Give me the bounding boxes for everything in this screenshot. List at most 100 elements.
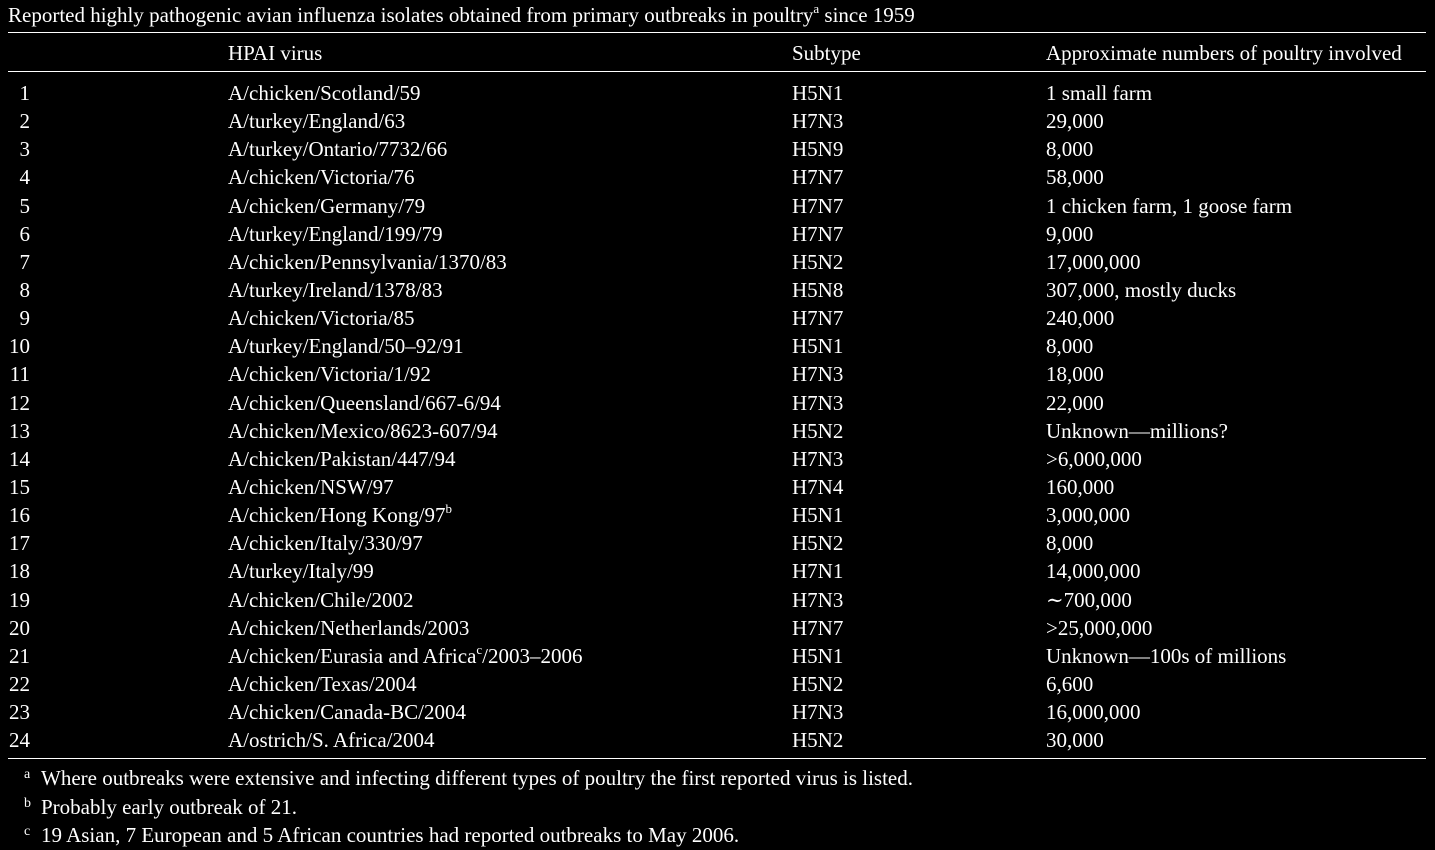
subtype-cell: H7N4 xyxy=(792,474,844,499)
row-number: 21 xyxy=(9,643,30,668)
header-rule xyxy=(8,71,1426,72)
table-row: 20 A/chicken/Netherlands/2003 H7N7 >25,000,… xyxy=(0,614,1435,642)
table-row: 17 A/chicken/Italy/330/97 H5N2 8,000 xyxy=(0,529,1435,557)
virus-cell: A/chicken/Scotland/59 xyxy=(228,79,420,107)
table-caption: Reported highly pathogenic avian influen… xyxy=(8,1,915,29)
table-row: 24 A/ostrich/S. Africa/2004 H5N2 30,000 xyxy=(0,726,1435,754)
amount-cell: 17,000,000 xyxy=(1046,249,1141,274)
virus-footnote-mark: b xyxy=(445,501,453,517)
row-number: 5 xyxy=(19,193,31,218)
table-row: 22 A/chicken/Texas/2004 H5N2 6,600 xyxy=(0,670,1435,698)
virus-name: A/turkey/Italy/99 xyxy=(228,559,374,584)
amount-cell: 6,600 xyxy=(1046,671,1094,696)
footnote-mark: a xyxy=(24,767,31,782)
caption-text: Reported highly pathogenic avian influen… xyxy=(8,3,814,27)
row-number: 1 xyxy=(19,81,31,105)
virus-cell: A/chicken/NSW/97 xyxy=(228,473,394,501)
subtype-cell: H5N1 xyxy=(792,81,844,105)
virus-cell: A/chicken/Pakistan/447/94 xyxy=(228,445,455,473)
table-row: 18 A/turkey/Italy/99 H7N1 14,000,000 xyxy=(0,557,1435,585)
row-number: 9 xyxy=(19,306,31,331)
table-row: 4 A/chicken/Victoria/76 H7N7 58,000 xyxy=(0,163,1435,191)
virus-cell: A/chicken/Germany/79 xyxy=(228,192,425,220)
subtype-cell: H5N1 xyxy=(792,334,844,359)
virus-cell: A/chicken/Texas/2004 xyxy=(228,670,417,698)
virus-name: A/chicken/Netherlands/2003 xyxy=(228,615,470,640)
amount-cell: 14,000,000 xyxy=(1046,559,1141,584)
row-number: 18 xyxy=(9,559,30,584)
virus-name: A/chicken/Mexico/8623-607/94 xyxy=(228,418,498,443)
row-number: 24 xyxy=(9,728,30,753)
virus-cell: A/chicken/Victoria/76 xyxy=(228,163,415,191)
amount-cell: 8,000 xyxy=(1046,137,1094,162)
virus-name: A/ostrich/S. Africa/2004 xyxy=(228,728,435,753)
virus-cell: A/turkey/England/199/79 xyxy=(228,220,443,248)
top-rule xyxy=(8,32,1426,33)
row-number: 11 xyxy=(9,362,30,387)
subtype-cell: H5N9 xyxy=(792,137,844,162)
header-virus: HPAI virus xyxy=(228,41,323,65)
amount-cell: 16,000,000 xyxy=(1046,700,1141,725)
virus-name: A/chicken/Eurasia and Africa xyxy=(228,643,477,668)
virus-name: A/chicken/Hong Kong/97 xyxy=(228,503,446,528)
row-number: 15 xyxy=(9,474,30,499)
table-row: 11 A/chicken/Victoria/1/92 H7N3 18,000 xyxy=(0,360,1435,388)
table-row: 8 A/turkey/Ireland/1378/83 H5N8 307,000, mo… xyxy=(0,276,1435,304)
amount-cell: Unknown—100s of millions xyxy=(1046,643,1287,668)
amount-cell: 30,000 xyxy=(1046,728,1104,753)
virus-cell: A/turkey/Italy/99 xyxy=(228,557,374,585)
table-row: 3 A/turkey/Ontario/7732/66 H5N9 8,000 xyxy=(0,135,1435,163)
table-row: 5 A/chicken/Germany/79 H7N7 1 chicken farm,… xyxy=(0,192,1435,220)
amount-cell: 1 small farm xyxy=(1046,81,1153,105)
virus-name: A/chicken/Italy/330/97 xyxy=(228,531,423,556)
virus-name: A/chicken/Pennsylvania/1370/83 xyxy=(228,249,507,274)
row-number: 8 xyxy=(19,277,31,302)
table-row: 9 A/chicken/Victoria/85 H7N7 240,000 xyxy=(0,304,1435,332)
table-row: 6 A/turkey/England/199/79 H7N7 9,000 xyxy=(0,220,1435,248)
virus-name: A/chicken/Pakistan/447/94 xyxy=(228,446,456,471)
row-number: 4 xyxy=(19,165,31,190)
virus-cell: A/turkey/Ontario/7732/66 xyxy=(228,135,447,163)
virus-name: A/turkey/England/50–92/91 xyxy=(228,334,464,359)
amount-cell: ∼700,000 xyxy=(1046,587,1132,612)
amount-cell: 58,000 xyxy=(1046,165,1104,190)
table-row: 1 A/chicken/Scotland/59 H5N1 1 small farm xyxy=(0,79,1435,107)
virus-cell: A/chicken/Chile/2002 xyxy=(228,586,413,614)
caption-suffix: since 1959 xyxy=(819,3,915,27)
footnote-text: Where outbreaks were extensive and infec… xyxy=(41,766,914,790)
subtype-cell: H5N1 xyxy=(792,503,844,528)
virus-name: A/chicken/Germany/79 xyxy=(228,193,426,218)
subtype-cell: H7N3 xyxy=(792,446,844,471)
footnote: c 19 Asian, 7 European and 5 African coun… xyxy=(0,821,1435,850)
amount-cell: 3,000,000 xyxy=(1046,503,1130,528)
amount-cell: 8,000 xyxy=(1046,531,1094,556)
subtype-cell: H5N2 xyxy=(792,671,844,696)
virus-name: A/chicken/Queensland/667-6/94 xyxy=(228,390,501,415)
footnote-text: 19 Asian, 7 European and 5 African count… xyxy=(41,823,740,847)
footnote: b Probably early outbreak of 21. xyxy=(0,793,1435,822)
amount-cell: >25,000,000 xyxy=(1046,615,1153,640)
table-row: 7 A/chicken/Pennsylvania/1370/83 H5N2 17,00… xyxy=(0,248,1435,276)
virus-name: A/chicken/Victoria/85 xyxy=(228,306,415,331)
header-amount: Approximate numbers of poultry involved xyxy=(1046,41,1402,65)
virus-cell: A/chicken/Eurasia and Africac/2003–2006 xyxy=(228,642,583,670)
footnote-text: Probably early outbreak of 21. xyxy=(41,794,298,819)
footnote-mark: b xyxy=(24,795,31,811)
footnote-mark: c xyxy=(24,824,31,839)
table-row: 21 A/chicken/Eurasia and Africac/2003–200… xyxy=(0,642,1435,670)
subtype-cell: H7N7 xyxy=(792,165,844,190)
subtype-cell: H5N2 xyxy=(792,531,844,556)
row-number: 22 xyxy=(9,671,30,696)
amount-cell: 22,000 xyxy=(1046,390,1104,415)
virus-cell: A/turkey/England/50–92/91 xyxy=(228,332,464,360)
row-number: 23 xyxy=(9,700,30,725)
row-number: 2 xyxy=(19,109,31,134)
footnote: a Where outbreaks were extensive and infe… xyxy=(0,764,1435,793)
subtype-cell: H5N2 xyxy=(792,249,844,274)
virus-cell: A/ostrich/S. Africa/2004 xyxy=(228,726,434,754)
virus-name: A/turkey/England/63 xyxy=(228,109,406,134)
table-body: 1 A/chicken/Scotland/59 H5N1 1 small farm 2 A… xyxy=(0,79,1435,754)
row-number: 20 xyxy=(9,615,30,640)
virus-name: A/turkey/Ontario/7732/66 xyxy=(228,137,448,162)
subtype-cell: H5N2 xyxy=(792,728,844,753)
